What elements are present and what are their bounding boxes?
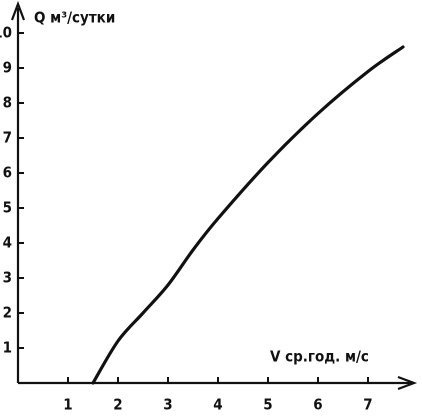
x-tick-label: 2 — [113, 396, 122, 414]
y-tick-label: 8 — [3, 94, 12, 112]
y-tick-label: 4 — [3, 234, 12, 252]
y-tick-label: 10 — [0, 24, 12, 42]
y-arrow — [10, 0, 26, 21]
x-tick-label: 5 — [263, 396, 272, 414]
x-tick-label: 6 — [313, 396, 322, 414]
y-tick-label: 2 — [3, 304, 12, 322]
y-tick-label: 9 — [3, 59, 12, 77]
x-tick-label: 3 — [163, 396, 172, 414]
x-tick-label: 1 — [63, 396, 72, 414]
x-axis-label: V ср.год. м/с — [270, 348, 369, 366]
y-axis-label: Q м³/сутки — [34, 9, 115, 27]
x-arrow — [397, 375, 418, 391]
y-tick-label: 1 — [3, 339, 12, 357]
x-tick-label: 7 — [363, 396, 372, 414]
y-tick-label: 3 — [3, 269, 12, 287]
y-tick-label: 5 — [3, 199, 12, 217]
x-tick-label: 4 — [213, 396, 222, 414]
y-tick-label: 6 — [3, 164, 12, 182]
y-tick-label: 7 — [3, 129, 12, 147]
line — [91, 45, 405, 385]
